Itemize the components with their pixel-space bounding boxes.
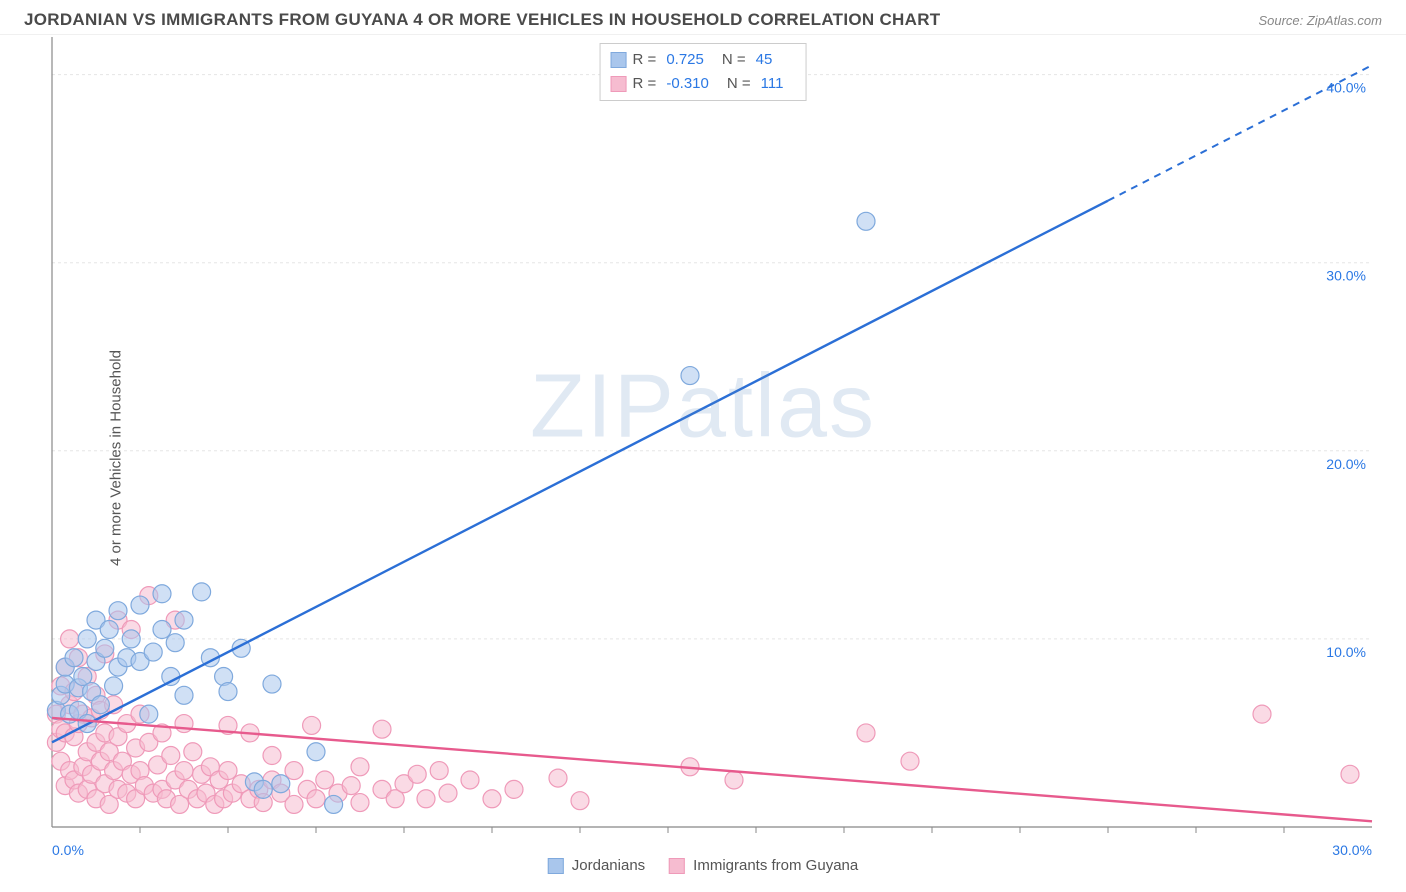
correlation-legend: R = 0.725 N = 45 R = -0.310 N = 111: [600, 43, 807, 101]
n-value-1: 45: [756, 48, 773, 72]
svg-text:0.0%: 0.0%: [52, 842, 84, 858]
legend-swatch-1: [548, 858, 564, 874]
correlation-row-1: R = 0.725 N = 45: [611, 48, 796, 72]
source-name: ZipAtlas.com: [1307, 13, 1382, 28]
n-label: N =: [722, 48, 746, 72]
chart-title: JORDANIAN VS IMMIGRANTS FROM GUYANA 4 OR…: [24, 10, 940, 30]
r-value-2: -0.310: [666, 72, 709, 96]
chart-area: 4 or more Vehicles in Household ZIPatlas…: [0, 35, 1406, 880]
svg-text:30.0%: 30.0%: [1332, 842, 1372, 858]
n-label: N =: [727, 72, 751, 96]
series-swatch-2: [611, 76, 627, 92]
svg-text:10.0%: 10.0%: [1326, 644, 1366, 660]
legend-swatch-2: [669, 858, 685, 874]
legend-item-2: Immigrants from Guyana: [669, 857, 858, 874]
r-value-1: 0.725: [666, 48, 704, 72]
svg-text:30.0%: 30.0%: [1326, 268, 1366, 284]
r-label: R =: [633, 72, 657, 96]
chart-source: Source: ZipAtlas.com: [1258, 13, 1382, 28]
r-label: R =: [633, 48, 657, 72]
svg-text:40.0%: 40.0%: [1326, 80, 1366, 96]
source-prefix: Source:: [1258, 13, 1306, 28]
scatter-chart-svg: 10.0% 20.0% 30.0% 40.0% 0.0% 30.0%: [0, 35, 1406, 880]
correlation-row-2: R = -0.310 N = 111: [611, 72, 796, 96]
y-axis-label: 4 or more Vehicles in Household: [107, 350, 124, 566]
legend-label-2: Immigrants from Guyana: [693, 857, 858, 874]
svg-text:20.0%: 20.0%: [1326, 456, 1366, 472]
series-swatch-1: [611, 52, 627, 68]
legend-label-1: Jordanians: [572, 857, 645, 874]
n-value-2: 111: [761, 72, 784, 96]
series-legend: Jordanians Immigrants from Guyana: [548, 857, 858, 874]
chart-header: JORDANIAN VS IMMIGRANTS FROM GUYANA 4 OR…: [0, 0, 1406, 35]
legend-item-1: Jordanians: [548, 857, 645, 874]
